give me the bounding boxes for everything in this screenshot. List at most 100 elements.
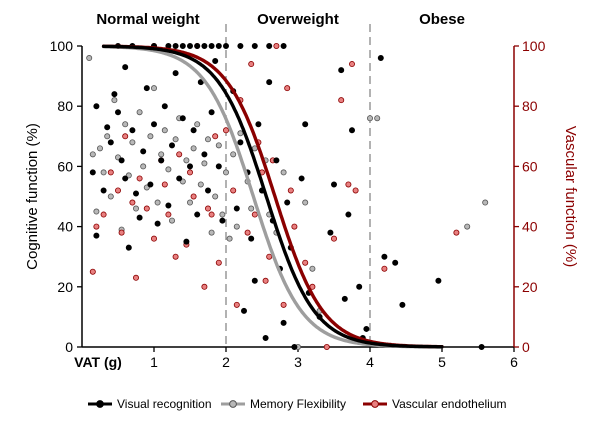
legend: Visual recognition Memory Flexibility Vasc…: [88, 397, 507, 411]
visual-point: [150, 121, 157, 128]
visual-point: [125, 244, 132, 251]
memory-point: [212, 193, 219, 200]
visual-point: [201, 151, 208, 158]
memory-point: [172, 136, 179, 143]
visual-point: [399, 301, 406, 308]
memory-point: [97, 145, 104, 152]
y-left-axis-title: Cognitive function (%): [24, 123, 41, 270]
vascular-fit-curve: [101, 44, 444, 349]
vascular-point: [222, 127, 229, 134]
vascular-point: [115, 187, 122, 194]
visual-point: [273, 157, 280, 164]
memory-point: [309, 265, 316, 272]
vascular-point: [186, 169, 193, 176]
memory-fit-curve: [101, 44, 444, 349]
memory-points: [86, 55, 489, 350]
visual-point: [122, 64, 129, 71]
visual-point: [179, 43, 186, 50]
visual-point: [190, 127, 197, 134]
visual-point: [122, 175, 129, 182]
visual-point: [143, 85, 150, 92]
vascular-point: [287, 187, 294, 194]
memory-point: [168, 217, 175, 224]
memory-point: [226, 235, 233, 242]
vascular-point: [262, 277, 269, 284]
memory-point: [280, 169, 287, 176]
visual-point: [345, 211, 352, 218]
zone-labels: Normal weight Overweight Obese: [96, 11, 465, 28]
vascular-point: [348, 61, 355, 68]
x-tick-label: 3: [294, 354, 302, 370]
memory-point: [154, 199, 161, 206]
vascular-point: [93, 223, 100, 230]
visual-point: [172, 43, 179, 50]
visual-point: [251, 277, 258, 284]
visual-point: [291, 343, 298, 350]
visual-point: [381, 253, 388, 260]
memory-point: [132, 205, 139, 212]
vascular-legend-label: Vascular endothelium: [392, 397, 507, 411]
x-tick-label: 1: [150, 354, 158, 370]
visual-point: [302, 121, 309, 128]
vascular-point: [453, 229, 460, 236]
zone-label-1: Overweight: [257, 11, 339, 28]
vascular-point: [330, 235, 337, 242]
y-right-tick-label: 20: [522, 279, 538, 295]
visual-point: [248, 235, 255, 242]
visual-legend-marker: [96, 400, 104, 408]
vascular-point: [89, 268, 96, 275]
visual-point: [435, 277, 442, 284]
vascular-point: [251, 211, 258, 218]
memory-point: [136, 109, 143, 116]
visual-point: [132, 190, 139, 197]
visual-point: [179, 115, 186, 122]
memory-point: [482, 199, 489, 206]
visual-point: [194, 211, 201, 218]
memory-point: [100, 169, 107, 176]
vascular-point: [345, 181, 352, 188]
y-left-tick-label: 100: [50, 38, 74, 54]
memory-point: [140, 163, 147, 170]
fit-curves: [101, 44, 444, 349]
visual-point: [240, 307, 247, 314]
visual-point: [377, 55, 384, 62]
visual-point: [93, 232, 100, 239]
x-tick-label: 6: [510, 354, 518, 370]
memory-point: [122, 121, 129, 128]
visual-point: [219, 217, 226, 224]
vascular-point: [212, 133, 219, 140]
y-right-tick-label: 0: [522, 339, 530, 355]
vascular-point: [161, 181, 168, 188]
vascular-point: [176, 151, 183, 158]
memory-legend-label: Memory Flexibility: [250, 397, 346, 411]
vascular-point: [190, 193, 197, 200]
visual-point: [222, 43, 229, 50]
visual-point: [215, 43, 222, 50]
y-right-tick-label: 60: [522, 158, 538, 174]
y-right-tick-label: 40: [522, 219, 538, 235]
memory-point: [222, 169, 229, 176]
memory-point: [219, 211, 226, 218]
visual-point: [107, 139, 114, 146]
visual-point: [348, 127, 355, 134]
zone-label-2: Obese: [419, 11, 465, 28]
visual-point: [118, 157, 125, 164]
visual-point: [168, 142, 175, 149]
vascular-point: [143, 205, 150, 212]
visual-point: [104, 124, 111, 131]
memory-point: [183, 157, 190, 164]
memory-point: [237, 130, 244, 137]
vascular-point: [100, 211, 107, 218]
memory-point: [111, 97, 118, 104]
visual-point: [280, 43, 287, 50]
memory-point: [150, 85, 157, 92]
visual-point: [147, 181, 154, 188]
visual-point: [186, 43, 193, 50]
visual-point: [478, 343, 485, 350]
vascular-point: [291, 223, 298, 230]
vascular-point: [248, 61, 255, 68]
memory-point: [302, 199, 309, 206]
memory-point: [194, 121, 201, 128]
memory-point: [204, 136, 211, 143]
